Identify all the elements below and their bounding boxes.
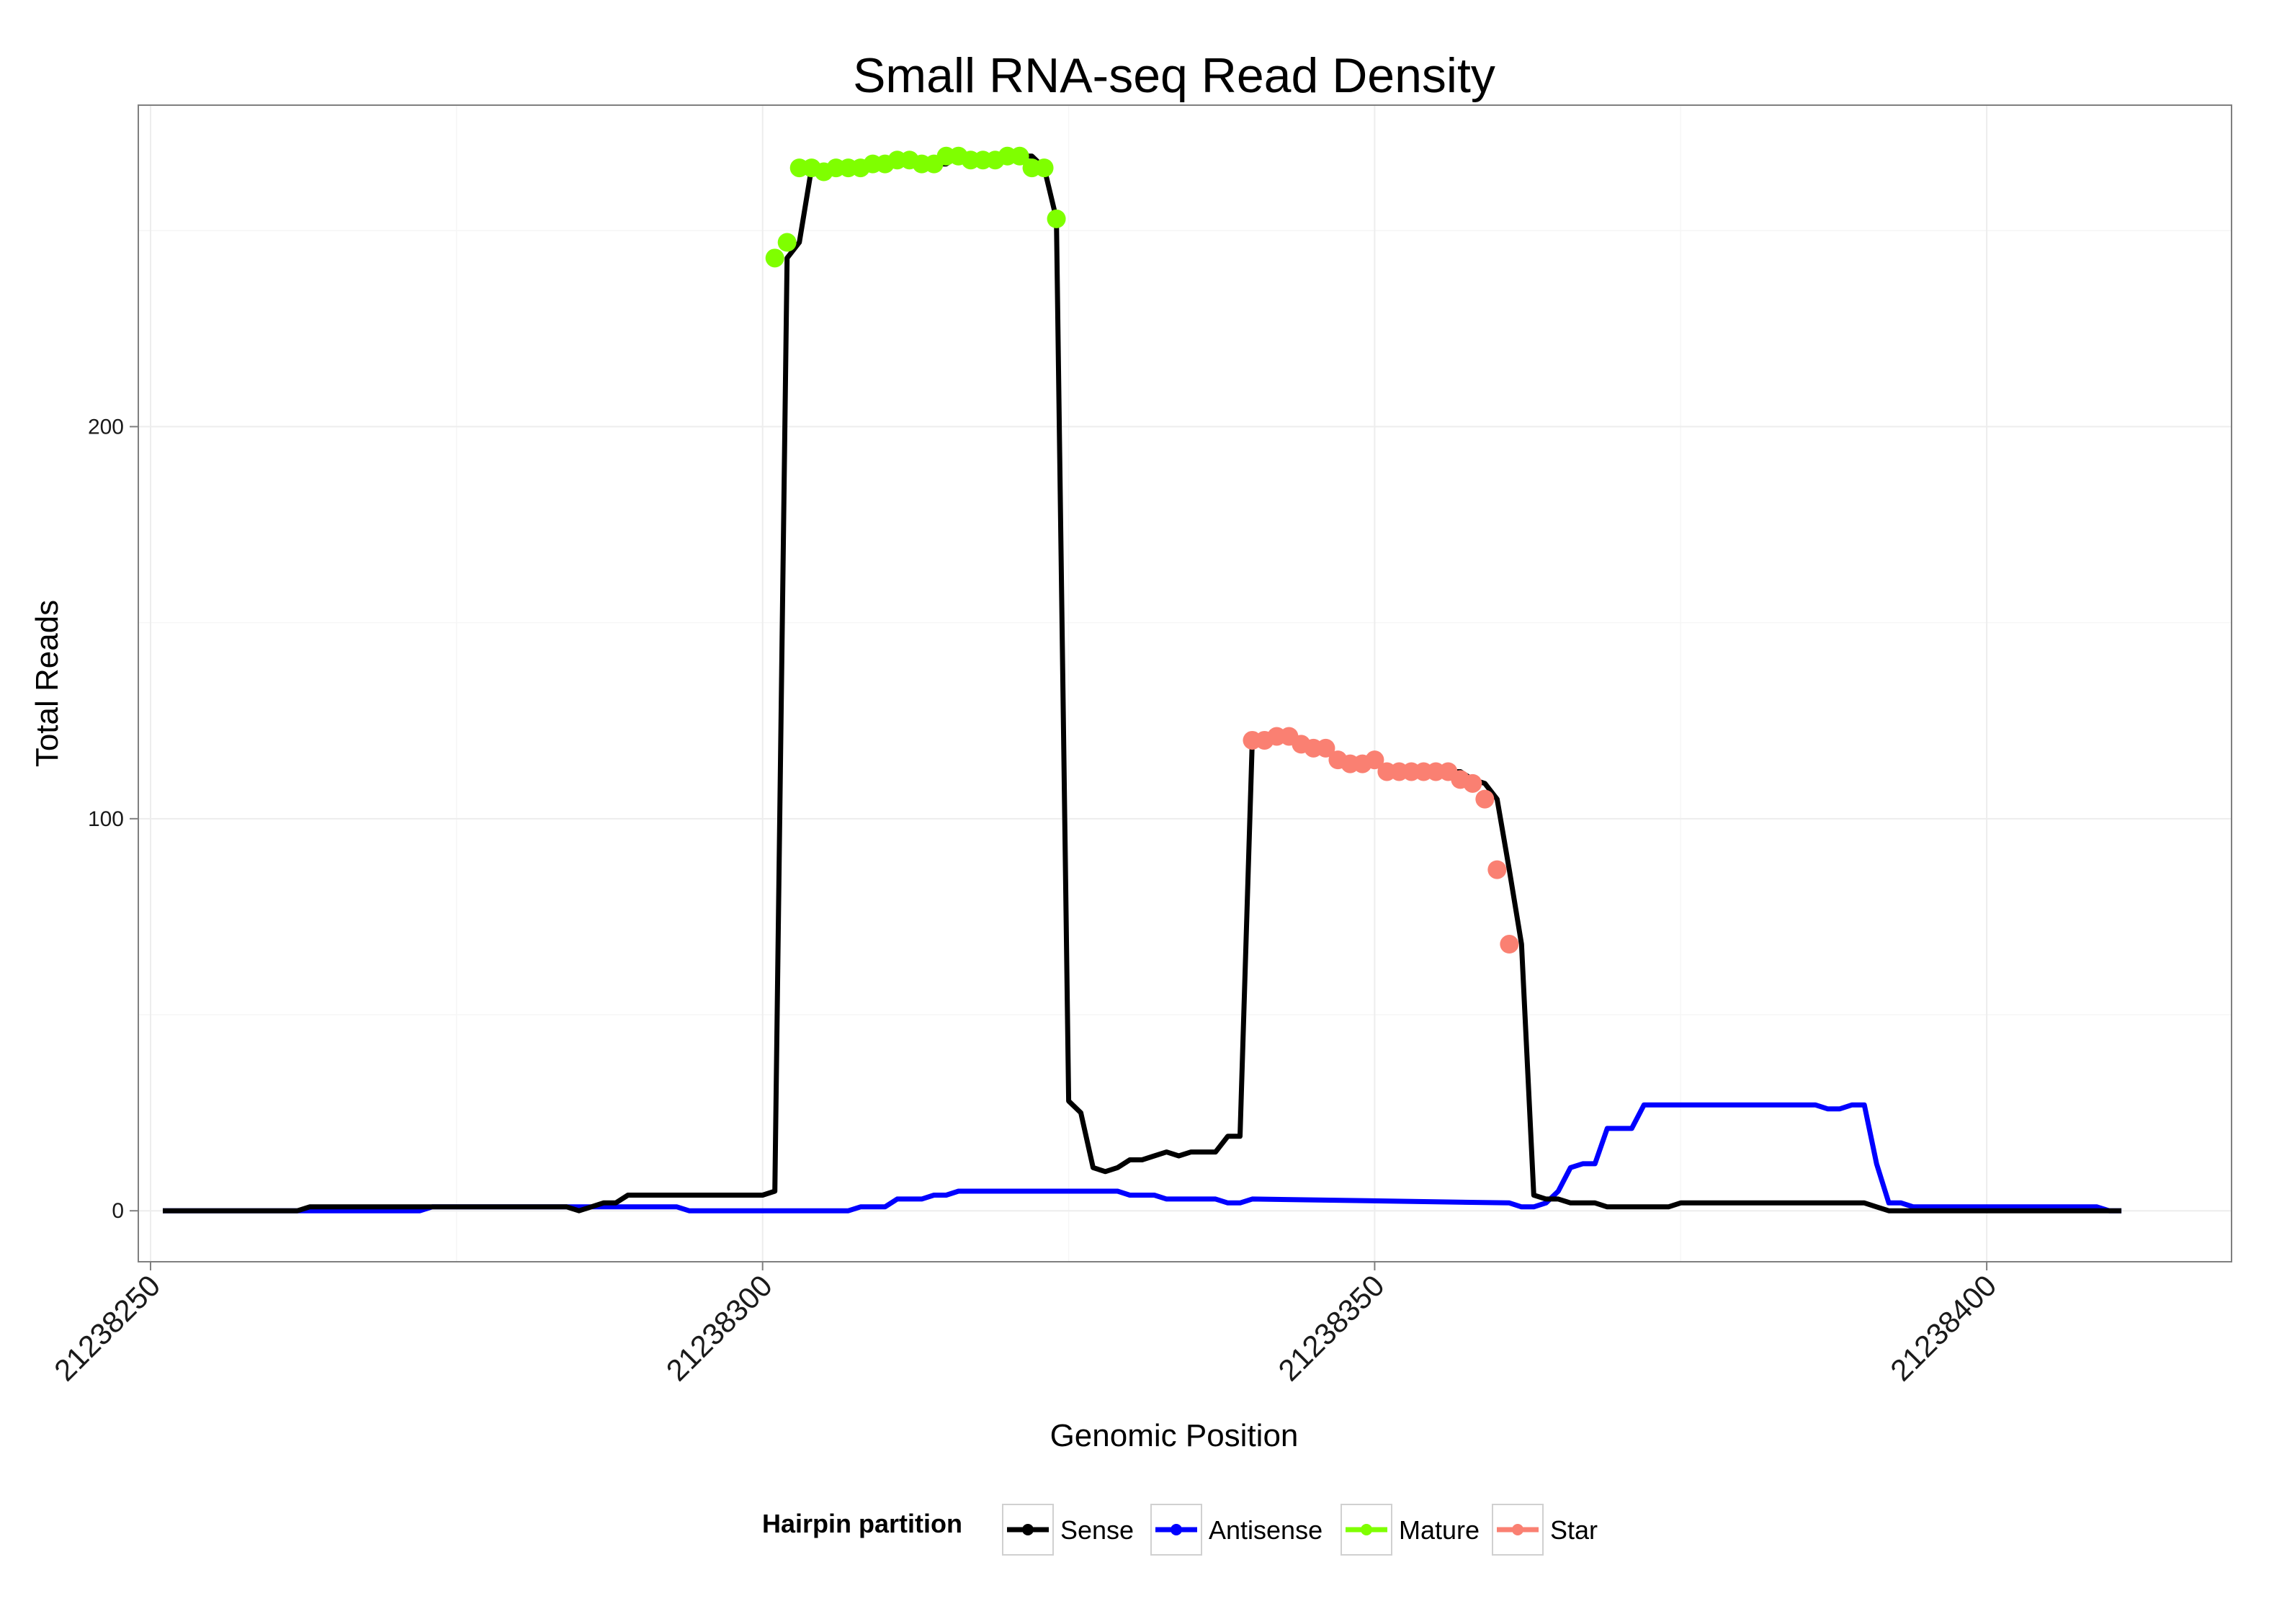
star-point: [1475, 789, 1495, 809]
chart-title: Small RNA-seq Read Density: [853, 48, 1495, 103]
points-layer: [765, 146, 1519, 954]
legend-label-antisense: Antisense: [1209, 1515, 1323, 1545]
mature-point: [1034, 158, 1054, 178]
y-tick-label: 100: [88, 807, 124, 831]
y-axis-title: Total Reads: [30, 600, 65, 767]
mature-point: [765, 248, 784, 268]
legend-label-star: Star: [1550, 1515, 1598, 1545]
y-tick-label: 0: [112, 1199, 124, 1223]
x-axis-title: Genomic Position: [1050, 1418, 1299, 1453]
legend-key-point: [1171, 1524, 1182, 1535]
legend: Hairpin partition Sense Antisense Mature St…: [762, 1504, 1598, 1556]
y-tick-label: 200: [88, 415, 124, 439]
mature-point: [1010, 146, 1029, 166]
legend-key-point: [1361, 1524, 1372, 1535]
star-point: [1316, 738, 1335, 758]
panel-background: [138, 105, 2232, 1262]
legend-label-mature: Mature: [1399, 1515, 1480, 1545]
plot-panel: [138, 105, 2232, 1262]
series-line-antisense: [163, 1102, 2122, 1213]
star-point: [1500, 935, 1519, 954]
star-point: [1487, 860, 1507, 879]
legend-key-point: [1512, 1524, 1523, 1535]
star-point: [1463, 773, 1482, 793]
panel-border: [138, 104, 2232, 1262]
mature-point: [777, 233, 797, 252]
mature-point: [1047, 209, 1066, 228]
legend-label-sense: Sense: [1060, 1515, 1134, 1545]
legend-key-point: [1022, 1524, 1034, 1535]
star-point: [1365, 750, 1384, 770]
legend-title: Hairpin partition: [762, 1509, 962, 1538]
